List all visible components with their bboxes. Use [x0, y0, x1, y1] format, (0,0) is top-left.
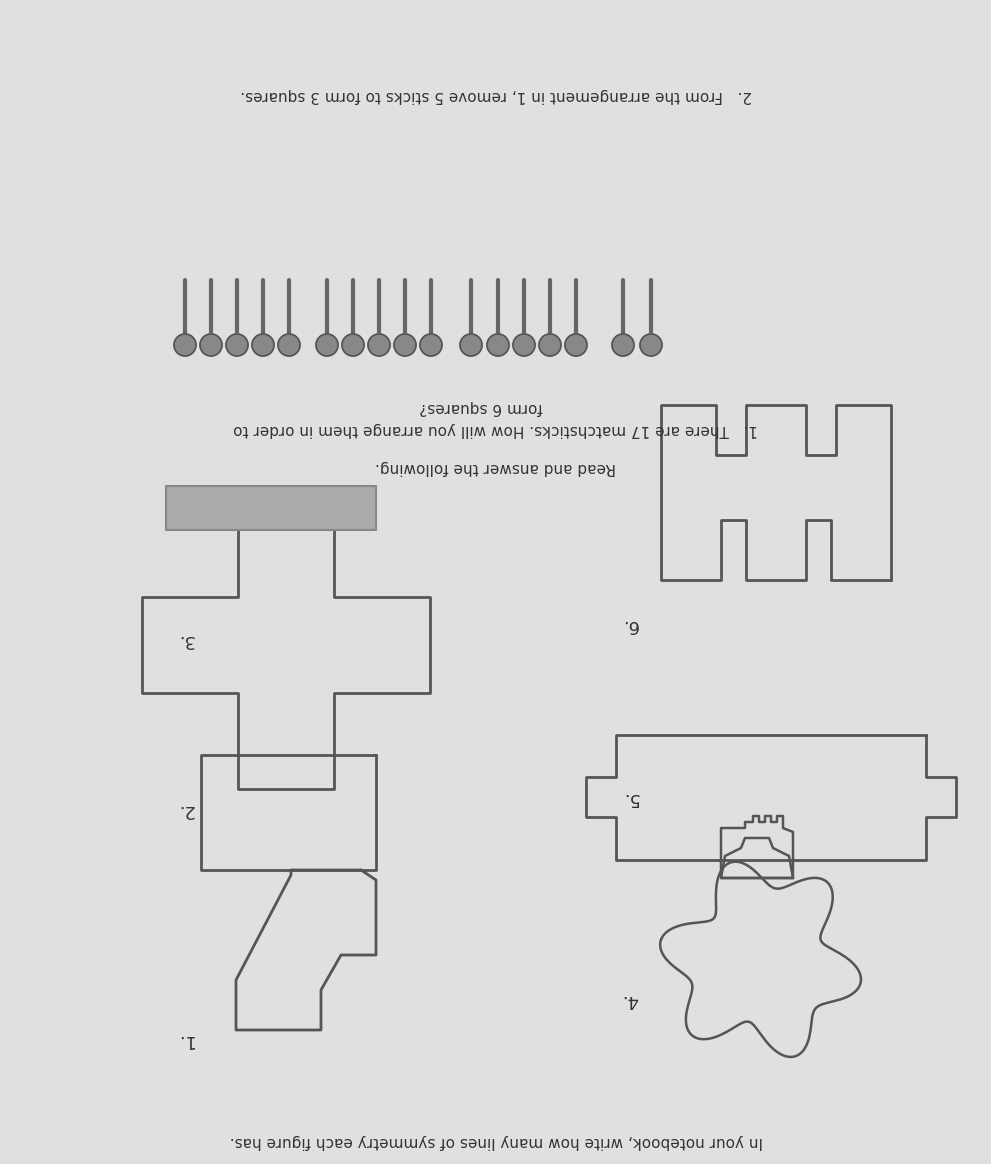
Text: Read and answer the following.: Read and answer the following.: [376, 461, 616, 476]
Circle shape: [394, 334, 416, 356]
Text: In your notebook, write how many lines of symmetry each figure has.: In your notebook, write how many lines o…: [229, 1135, 763, 1150]
Text: form 6 squares?: form 6 squares?: [419, 400, 573, 416]
Circle shape: [612, 334, 634, 356]
Text: 3.: 3.: [176, 631, 193, 650]
Circle shape: [640, 334, 662, 356]
Circle shape: [513, 334, 535, 356]
Bar: [166, 487, 376, 530]
Circle shape: [316, 334, 338, 356]
Text: 1.: 1.: [176, 1031, 193, 1049]
Text: 2.   From the arrangement in 1, remove 5 sticks to form 3 squares.: 2. From the arrangement in 1, remove 5 s…: [240, 87, 752, 102]
Text: 4.: 4.: [621, 991, 638, 1009]
Circle shape: [420, 334, 442, 356]
Circle shape: [226, 334, 248, 356]
Circle shape: [565, 334, 587, 356]
Circle shape: [460, 334, 482, 356]
Circle shape: [174, 334, 196, 356]
Text: 1.   There are 17 matchsticks. How will you arrange them in order to: 1. There are 17 matchsticks. How will yo…: [234, 423, 758, 438]
Circle shape: [368, 334, 390, 356]
Circle shape: [342, 334, 364, 356]
Text: 2.: 2.: [176, 801, 193, 819]
Circle shape: [252, 334, 274, 356]
Circle shape: [539, 334, 561, 356]
Circle shape: [200, 334, 222, 356]
Circle shape: [278, 334, 300, 356]
Text: 5.: 5.: [621, 789, 638, 807]
Text: Think Ahead: Think Ahead: [198, 498, 344, 518]
Text: 6.: 6.: [621, 616, 638, 634]
Circle shape: [487, 334, 509, 356]
